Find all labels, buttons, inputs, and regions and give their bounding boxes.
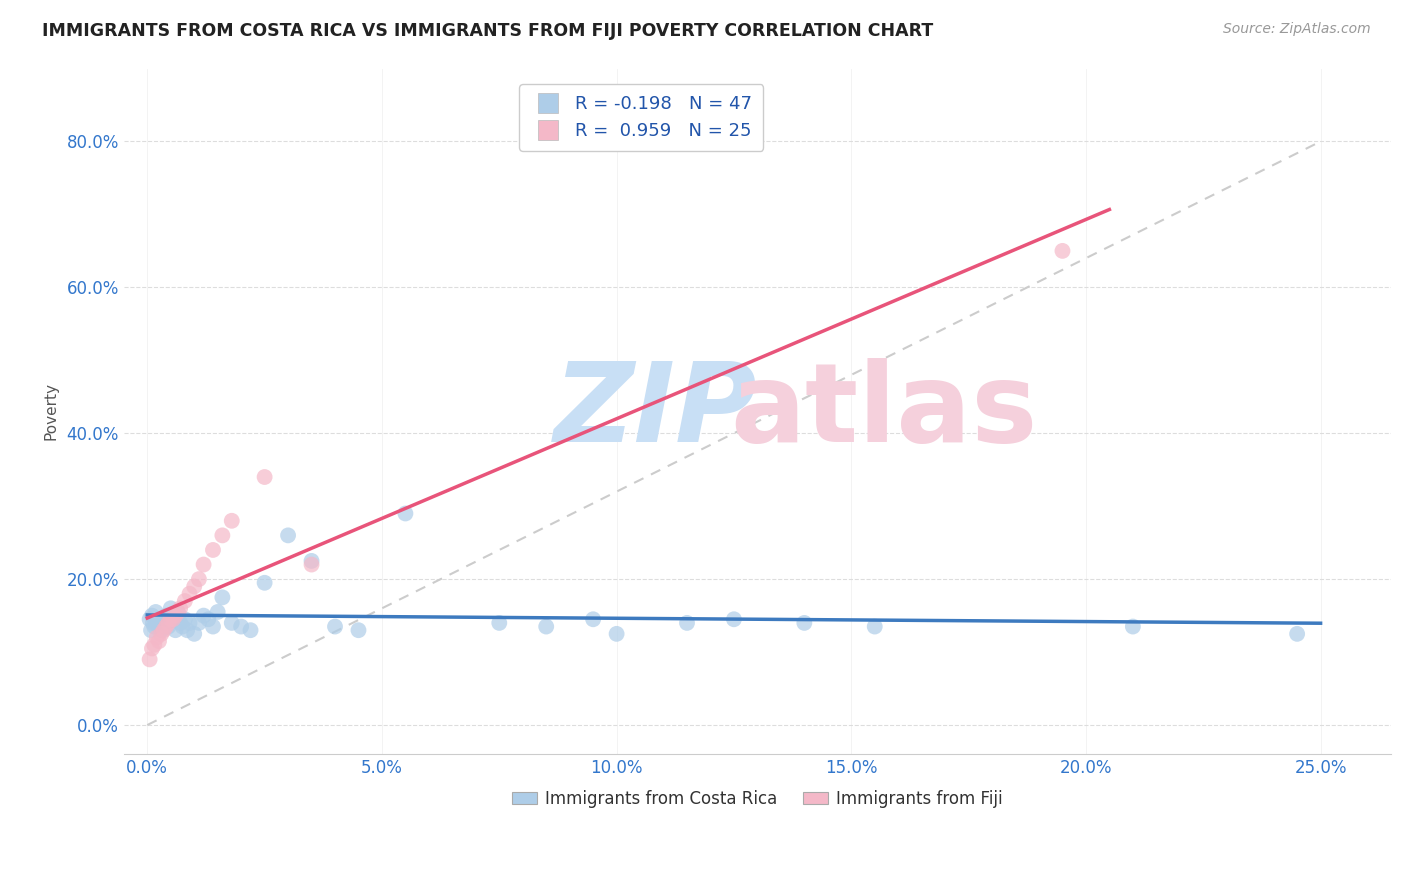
Point	[207, 605, 229, 619]
Point	[173, 594, 195, 608]
Point	[277, 528, 299, 542]
Point	[165, 608, 187, 623]
Legend: Immigrants from Costa Rica, Immigrants from Fiji: Immigrants from Costa Rica, Immigrants f…	[506, 783, 1010, 814]
Point	[148, 612, 170, 626]
Point	[301, 558, 323, 572]
Text: ZIP: ZIP	[554, 358, 758, 465]
Point	[159, 601, 181, 615]
Point	[301, 554, 323, 568]
Point	[723, 612, 745, 626]
Point	[193, 558, 215, 572]
Point	[179, 587, 201, 601]
Point	[197, 612, 219, 626]
Point	[1122, 619, 1144, 633]
Point	[221, 514, 243, 528]
Point	[176, 624, 198, 638]
Point	[193, 608, 215, 623]
Point	[162, 612, 184, 626]
Point	[394, 507, 416, 521]
Point	[239, 624, 262, 638]
Point	[172, 619, 194, 633]
Point	[141, 641, 163, 656]
Point	[253, 575, 276, 590]
Point	[231, 619, 253, 633]
Point	[323, 619, 346, 633]
Point	[165, 624, 187, 638]
Point	[145, 631, 167, 645]
Point	[187, 572, 209, 586]
Point	[138, 612, 160, 626]
Point	[169, 601, 191, 615]
Point	[162, 612, 184, 626]
Point	[150, 624, 173, 638]
Point	[150, 627, 173, 641]
Point	[179, 615, 201, 630]
Point	[145, 615, 167, 630]
Point	[488, 615, 510, 630]
Point	[863, 619, 886, 633]
Point	[141, 608, 163, 623]
Point	[157, 619, 180, 633]
Point	[139, 624, 162, 638]
Point	[155, 608, 177, 623]
Point	[143, 638, 166, 652]
Point	[166, 605, 188, 619]
Point	[221, 615, 243, 630]
Point	[169, 615, 191, 630]
Point	[201, 543, 224, 558]
Point	[183, 627, 205, 641]
Point	[145, 605, 167, 619]
Point	[606, 627, 628, 641]
Point	[155, 619, 177, 633]
Point	[534, 619, 557, 633]
Point	[152, 624, 174, 638]
Point	[347, 624, 370, 638]
Point	[159, 612, 181, 626]
Point	[183, 579, 205, 593]
Point	[138, 652, 160, 666]
Text: Source: ZipAtlas.com: Source: ZipAtlas.com	[1223, 22, 1371, 37]
Point	[793, 615, 815, 630]
Point	[253, 470, 276, 484]
Point	[173, 612, 195, 626]
Point	[582, 612, 605, 626]
Text: atlas: atlas	[731, 358, 1038, 465]
Point	[166, 605, 188, 619]
Point	[1052, 244, 1074, 258]
Point	[676, 615, 699, 630]
Point	[211, 528, 233, 542]
Point	[187, 615, 209, 630]
Text: IMMIGRANTS FROM COSTA RICA VS IMMIGRANTS FROM FIJI POVERTY CORRELATION CHART: IMMIGRANTS FROM COSTA RICA VS IMMIGRANTS…	[42, 22, 934, 40]
Point	[1286, 627, 1309, 641]
Point	[142, 615, 165, 630]
Point	[211, 591, 233, 605]
Point	[152, 612, 174, 626]
Point	[143, 619, 166, 633]
Y-axis label: Poverty: Poverty	[44, 383, 58, 441]
Point	[201, 619, 224, 633]
Point	[148, 634, 170, 648]
Point	[157, 615, 180, 630]
